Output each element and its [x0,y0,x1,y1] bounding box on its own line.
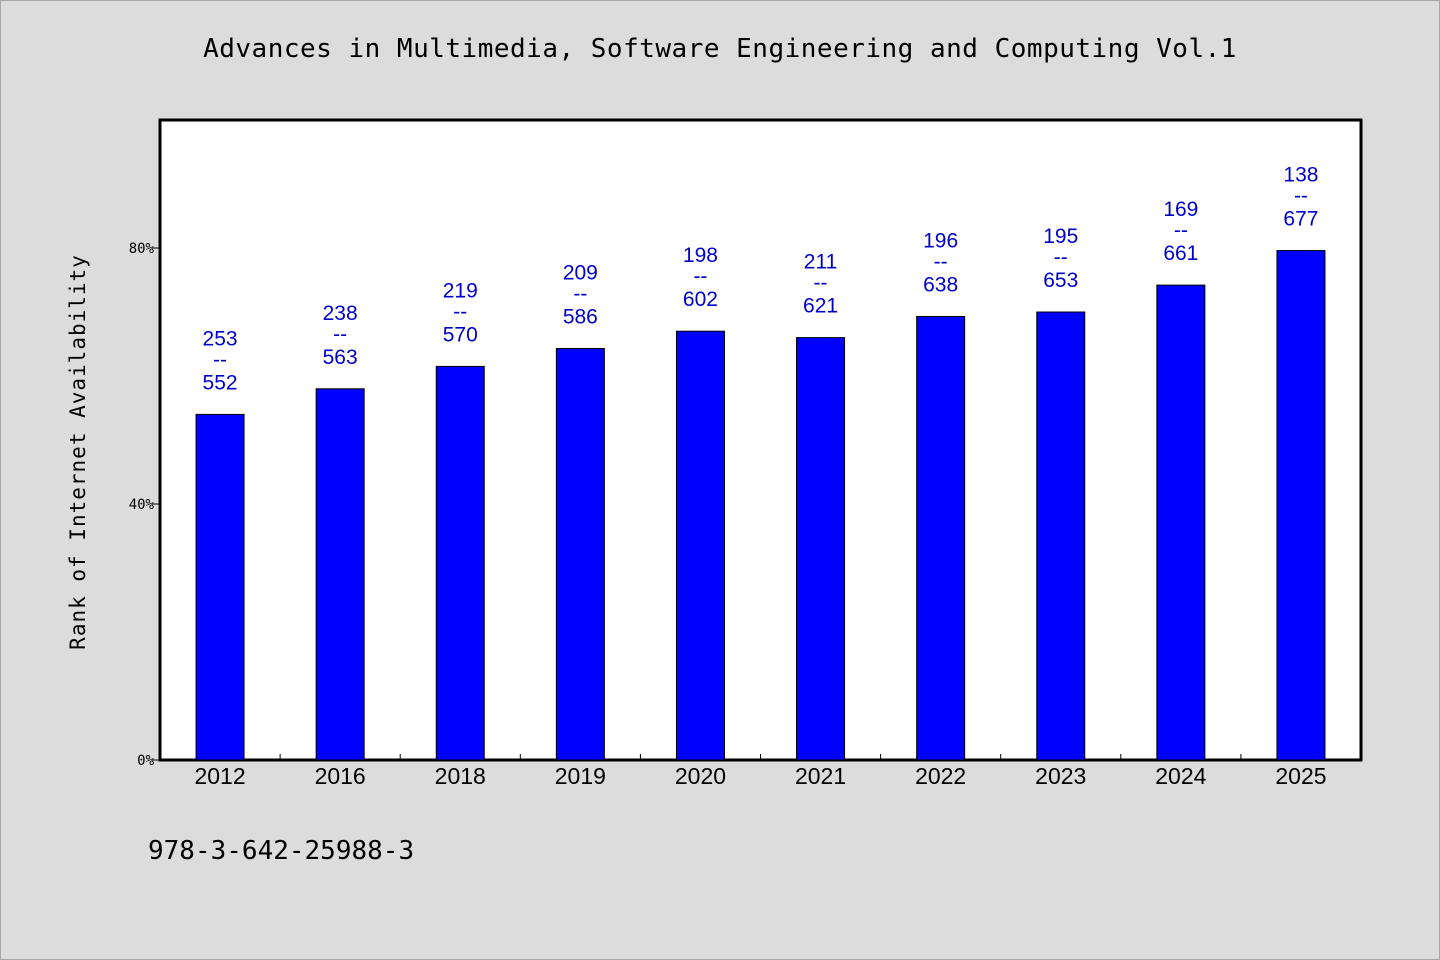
bar [916,315,966,761]
data-label-top: 238 [323,302,358,325]
data-label-bottom: 661 [1163,242,1198,265]
data-label-separator: -- [693,265,707,288]
data-label-top: 138 [1283,164,1318,187]
y-tick-label: 80% [129,241,155,257]
data-label-bottom: 677 [1283,208,1318,231]
x-tick-label: 2022 [915,763,966,789]
footer-isbn: 978-3-642-25988-3 [148,836,415,866]
x-tick-label: 2025 [1275,763,1326,789]
bar [195,413,245,761]
data-label-bottom: 570 [443,323,478,346]
data-label-separator: -- [1054,246,1068,269]
data-labels: 253--552238--563219--570209--586198--602… [203,164,1319,395]
data-label-top: 196 [923,229,958,252]
data-label-separator: -- [934,250,948,273]
data-label-top: 198 [683,244,718,267]
data-label-bottom: 563 [323,346,358,369]
x-tick-label: 2023 [1035,763,1086,789]
data-label-separator: -- [573,282,587,305]
y-tick-label: 0% [137,753,154,769]
data-label-bottom: 653 [1043,269,1078,292]
data-label-bottom: 602 [683,288,718,311]
x-tick-label: 2019 [555,763,606,789]
data-label-bottom: 586 [563,305,598,328]
x-tick-label: 2024 [1155,763,1206,789]
bar [675,330,725,761]
chart-title: Advances in Multimedia, Software Enginee… [203,34,1237,64]
bar [315,388,365,761]
bar [1276,250,1326,761]
data-label-bottom: 621 [803,295,838,318]
data-label-bottom: 638 [923,273,958,296]
data-label-top: 253 [203,327,238,350]
data-label-separator: -- [814,272,828,295]
data-label-top: 219 [443,279,478,302]
data-label-top: 169 [1163,198,1198,221]
data-label-separator: -- [1174,219,1188,242]
bar [1036,311,1086,761]
bar [1156,284,1206,761]
data-label-separator: -- [333,323,347,346]
bar [435,365,485,761]
bar [796,337,846,761]
bar-series [195,250,1326,761]
data-label-separator: -- [1294,185,1308,208]
x-tick-label: 2012 [194,763,245,789]
data-label-top: 209 [563,261,598,284]
data-label-separator: -- [213,348,227,371]
y-axis: 0% 40% 80% [129,241,160,769]
x-tick-label: 2020 [675,763,726,789]
data-label-separator: -- [453,300,467,323]
y-tick-label: 40% [129,497,155,513]
data-label-top: 211 [804,251,837,274]
bar [555,347,605,761]
data-label-top: 195 [1043,225,1078,248]
x-axis: 2012 2016 2018 2019 2020 2021 2022 2023 2024 2025 [194,754,1327,789]
x-tick-label: 2021 [795,763,846,789]
data-label-bottom: 552 [203,371,238,394]
x-tick-label: 2016 [315,763,366,789]
x-tick-label: 2018 [435,763,486,789]
